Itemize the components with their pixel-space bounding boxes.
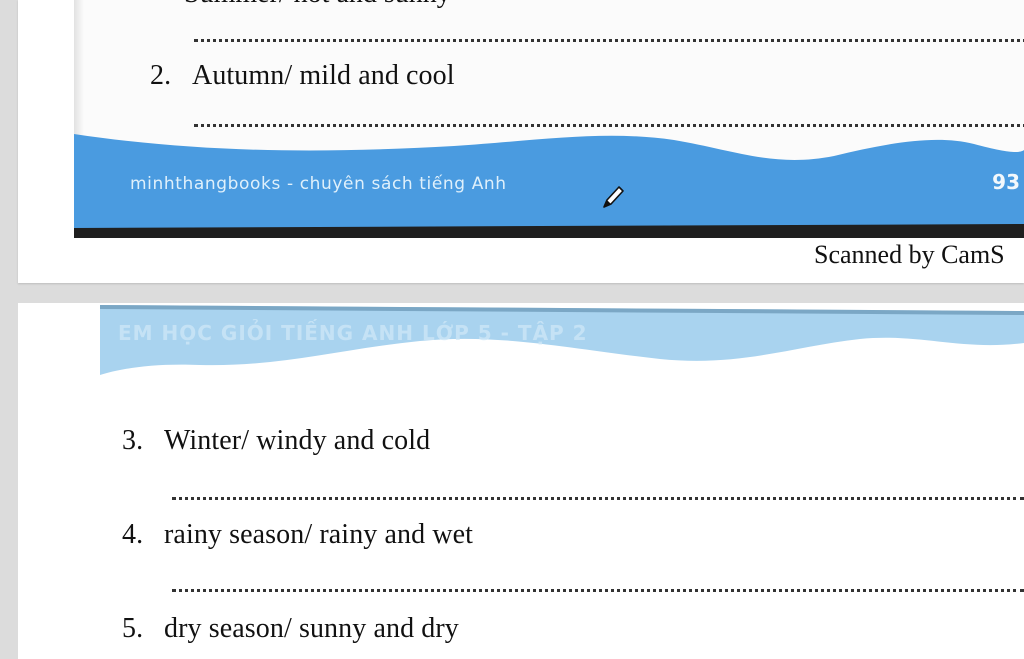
page-edge-shadow	[74, 0, 84, 238]
item-text: dry season/ sunny and dry	[164, 613, 459, 644]
scanned-photo-area: Summer/ hot and sunny 2. Autumn/ mild and…	[74, 0, 1024, 238]
top-page: Summer/ hot and sunny 2. Autumn/ mild and…	[18, 0, 1024, 283]
pencil-icon[interactable]	[601, 184, 625, 210]
answer-line	[172, 497, 1024, 500]
answer-line	[194, 124, 1024, 127]
exercise-item-4: 4. rainy season/ rainy and wet	[122, 519, 473, 551]
item-number: 4.	[122, 519, 144, 550]
page-number: 93	[992, 170, 1020, 194]
item-number: 2.	[150, 60, 172, 91]
item-number: 5.	[122, 613, 144, 644]
answer-line	[172, 589, 1024, 592]
scan-caption: Scanned by CamS	[814, 240, 1005, 269]
item-number: 3.	[122, 425, 144, 456]
answer-line	[194, 39, 1024, 42]
footer-wave-band	[74, 134, 1024, 238]
exercise-item-2: 2. Autumn/ mild and cool	[150, 60, 455, 92]
footer-publisher: minhthangbooks - chuyên sách tiếng Anh	[130, 174, 507, 194]
header-wave-band	[100, 305, 1024, 375]
item-text: Winter/ windy and cold	[164, 425, 431, 456]
book-series-header: EM HỌC GIỎI TIẾNG ANH LỚP 5 - TẬP 2	[118, 321, 588, 345]
partial-exercise-line: Summer/ hot and sunny	[184, 0, 451, 10]
exercise-item-3: 3. Winter/ windy and cold	[122, 425, 430, 457]
bottom-page: EM HỌC GIỎI TIẾNG ANH LỚP 5 - TẬP 2 3. Wi…	[18, 303, 1024, 659]
item-text: Autumn/ mild and cool	[192, 60, 455, 91]
exercise-item-5: 5. dry season/ sunny and dry	[122, 613, 459, 645]
item-text: rainy season/ rainy and wet	[164, 519, 474, 550]
